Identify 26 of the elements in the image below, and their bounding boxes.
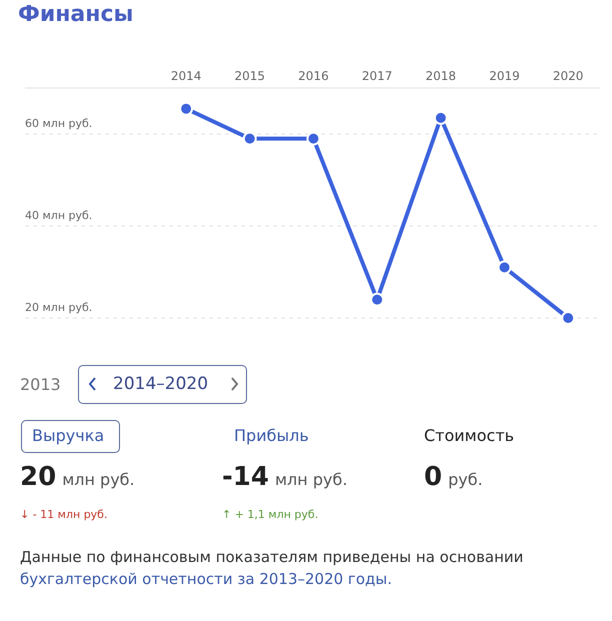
text: 0 [424,462,442,492]
text: Выручка [32,426,104,445]
x-tick-label: 2016 [298,69,329,83]
text: млн руб. [62,470,135,489]
text: ↑ + 1,1 млн руб. [222,508,318,521]
text: руб. [448,470,483,489]
text: Данные по финансовым показателям приведены на основании [20,548,524,566]
x-tick-label: 2020 [552,69,584,83]
text: 2014–2020 [113,374,208,394]
text: бухгалтерской отчетности за 2013–2020 годы. [20,570,392,588]
text: ↓ - 11 млн руб. [20,508,108,521]
y-tick-label: 60 млн руб. [25,117,92,130]
y-tick-label: 20 млн руб. [25,301,92,314]
x-tick-label: 2019 [489,69,520,83]
x-tick-label: 2017 [362,69,392,83]
x-tick-label: 2014 [170,69,202,83]
y-tick-label: 40 млн руб. [25,209,92,222]
x-tick-label: 2018 [426,69,456,83]
chart-title: Финансы [18,2,134,27]
text: 20 [20,462,56,492]
x-tick-label: 2015 [234,69,266,83]
text: млн руб. [274,470,348,489]
text: Стоимость [424,426,514,445]
text: 2013 [20,375,61,394]
text: -14 [222,462,269,492]
text: Прибыль [234,426,309,445]
